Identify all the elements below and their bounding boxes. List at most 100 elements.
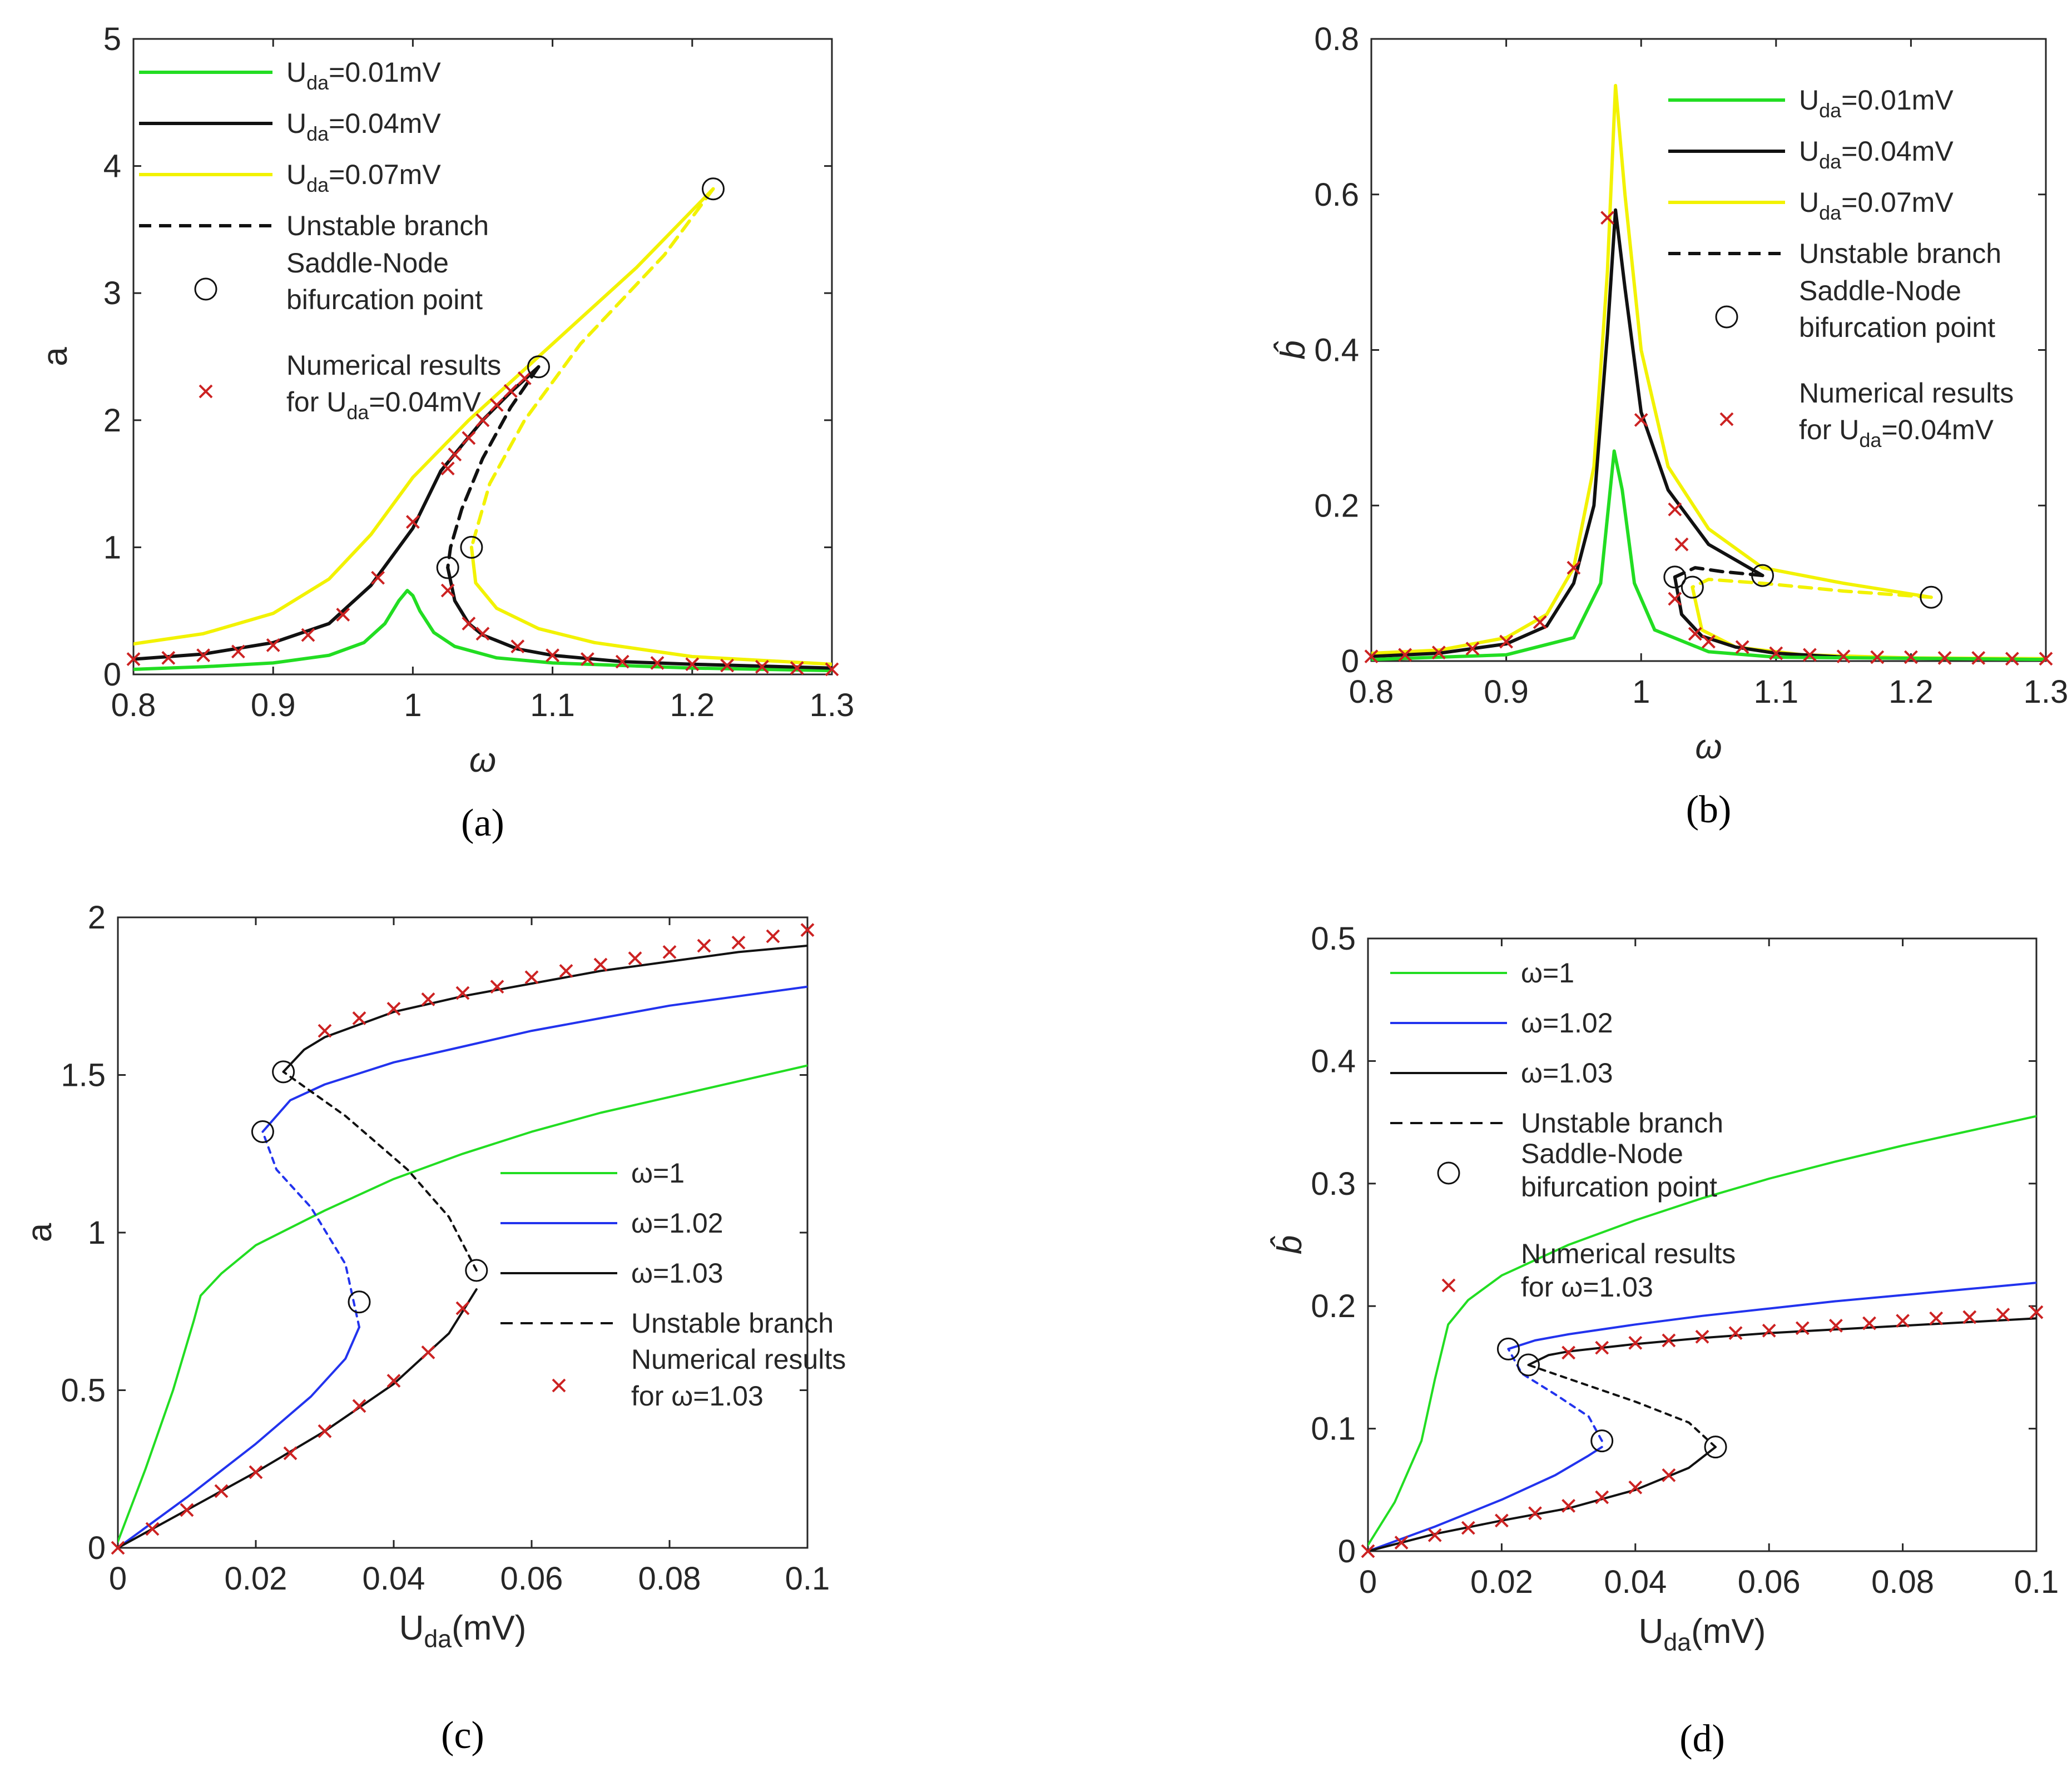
axes-box (1367, 937, 2038, 1552)
legend-circle-icon (1715, 305, 1738, 329)
legend-label: Saddle-Node (1521, 1138, 1683, 1169)
bifurcation-point (1590, 1429, 1614, 1453)
y-tick-label: 0 (103, 657, 121, 693)
legend-label: ω=1.02 (631, 1208, 723, 1239)
numerical-result-marker (1494, 1513, 1509, 1528)
y-tick-label: 0.1 (1311, 1411, 1356, 1447)
numerical-result-marker (405, 515, 420, 529)
x-tick-label: 0.9 (251, 687, 296, 723)
numerical-result-marker (386, 1002, 401, 1016)
panel-label: (a) (461, 802, 504, 845)
numerical-result-marker (111, 1541, 125, 1555)
legend-circle-icon (194, 277, 217, 301)
bifurcation-point (1751, 564, 1774, 587)
numerical-result-marker (697, 938, 711, 953)
bifurcation-point (1663, 565, 1687, 589)
numerical-result-marker (352, 1399, 366, 1413)
numerical-result-marker (462, 431, 476, 445)
numerical-result-marker (336, 608, 350, 622)
x-tick-label: 1.1 (530, 687, 575, 723)
x-tick-label: 0.1 (2014, 1564, 2059, 1600)
numerical-result-marker (301, 628, 315, 642)
legend-cross-icon (1441, 1278, 1456, 1293)
bifurcation-point (1704, 1436, 1727, 1459)
series-line (282, 1070, 478, 1272)
numerical-result-marker (1427, 1528, 1442, 1542)
numerical-result-marker (1971, 650, 1986, 665)
numerical-result-marker (1361, 1544, 1375, 1558)
x-tick-label: 0.1 (785, 1561, 830, 1597)
chart-d: 0 0.02 0.04 0.06 0.08 0.1 0 0.1 0.2 0.3 0.4 0.5 Uda(… (1271, 921, 2059, 1760)
y-tick-label: 0.5 (61, 1373, 106, 1409)
numerical-result-marker (455, 1301, 470, 1315)
x-axis-label: Uda(mV) (399, 1609, 527, 1653)
x-tick-label: 1.2 (1888, 674, 1934, 710)
numerical-result-marker (283, 1446, 298, 1461)
numerical-result-marker (524, 970, 539, 985)
legend-cross-icon (552, 1378, 566, 1393)
numerical-result-marker (455, 986, 470, 1000)
y-tick-label: 1.5 (61, 1057, 106, 1094)
numerical-result-marker (1962, 1310, 1977, 1324)
legend-label: for ω=1.03 (1521, 1272, 1653, 1303)
numerical-result-marker (386, 1374, 401, 1388)
numerical-result-marker (825, 662, 839, 677)
numerical-result-marker (662, 945, 677, 959)
x-tick-label: 1 (404, 687, 422, 723)
y-tick-label: 0.3 (1311, 1166, 1356, 1202)
numerical-result-marker (421, 1345, 435, 1359)
x-tick-label: 1.2 (670, 687, 715, 723)
series-line (282, 945, 807, 1073)
y-axis-label: b̂ (1274, 340, 1312, 359)
series-line (1368, 1446, 1717, 1551)
x-tick-label: 0.02 (1470, 1564, 1533, 1600)
plot-area (118, 945, 807, 1548)
numerical-result-marker (1762, 1323, 1776, 1338)
legend-label: Numerical results (1521, 1238, 1736, 1269)
numerical-result-marker (1769, 646, 1783, 660)
legend-label: ω=1.02 (1521, 1007, 1613, 1039)
numerical-result-marker (2039, 652, 2053, 666)
y-tick-label: 0.6 (1314, 177, 1359, 213)
legend: Uda=0.01mV Uda=0.04mV Uda=0.07mV Unstable b… (1668, 85, 2014, 451)
legend-label: Numerical results (631, 1344, 846, 1375)
numerical-result-marker (1394, 1536, 1409, 1550)
numerical-result-marker (1870, 650, 1885, 664)
y-tick-label: 0.5 (1311, 921, 1356, 957)
chart-c: 0 0.02 0.04 0.06 0.08 0.1 0 0.5 1 1.5 2 Uda(mV) a ω=1… (21, 900, 846, 1757)
numerical-result-marker (1828, 1319, 1843, 1333)
legend-label: Saddle-Node (1799, 275, 1961, 306)
numerical-result-marker (475, 413, 490, 428)
numerical-result-marker (1567, 560, 1581, 575)
panel-label: (c) (441, 1714, 484, 1757)
series-line (1371, 449, 2046, 661)
numerical-result-marker (1431, 645, 1446, 660)
numerical-result-marker (196, 648, 211, 663)
y-tick-label: 0 (1338, 1533, 1356, 1570)
legend-cross-icon (199, 384, 213, 399)
numerical-result-marker (462, 617, 476, 630)
numerical-result-marker (510, 639, 525, 654)
numerical-result-marker (440, 583, 455, 598)
x-tick-label: 0.06 (500, 1561, 563, 1597)
numerical-result-marker (440, 461, 455, 476)
bifurcation-point (701, 177, 725, 201)
numerical-result-marker (1688, 627, 1702, 641)
y-tick-label: 1 (103, 529, 121, 565)
numerical-result-marker (1499, 634, 1514, 649)
numerical-result-marker (161, 650, 176, 665)
legend-label: bifurcation point (1521, 1171, 1717, 1203)
numerical-result-marker (2029, 1305, 2044, 1319)
x-tick-label: 1.3 (810, 687, 855, 723)
numerical-result-marker (421, 992, 435, 1006)
numerical-result-marker (580, 652, 594, 666)
x-tick-label: 0.9 (1484, 674, 1529, 710)
numerical-result-marker (755, 659, 769, 674)
chart-a: 0.8 0.9 1 1.1 1.2 1.3012345ωaUda=0.01mVUda=0.… (36, 21, 854, 845)
series-line (1527, 1317, 2036, 1366)
series-line (1368, 1115, 2036, 1546)
legend-label: ω=1.03 (1521, 1057, 1613, 1089)
legend-label: for Uda=0.04mV (1799, 414, 1994, 451)
y-tick-label: 0.4 (1311, 1043, 1356, 1079)
y-tick-label: 2 (88, 900, 106, 936)
